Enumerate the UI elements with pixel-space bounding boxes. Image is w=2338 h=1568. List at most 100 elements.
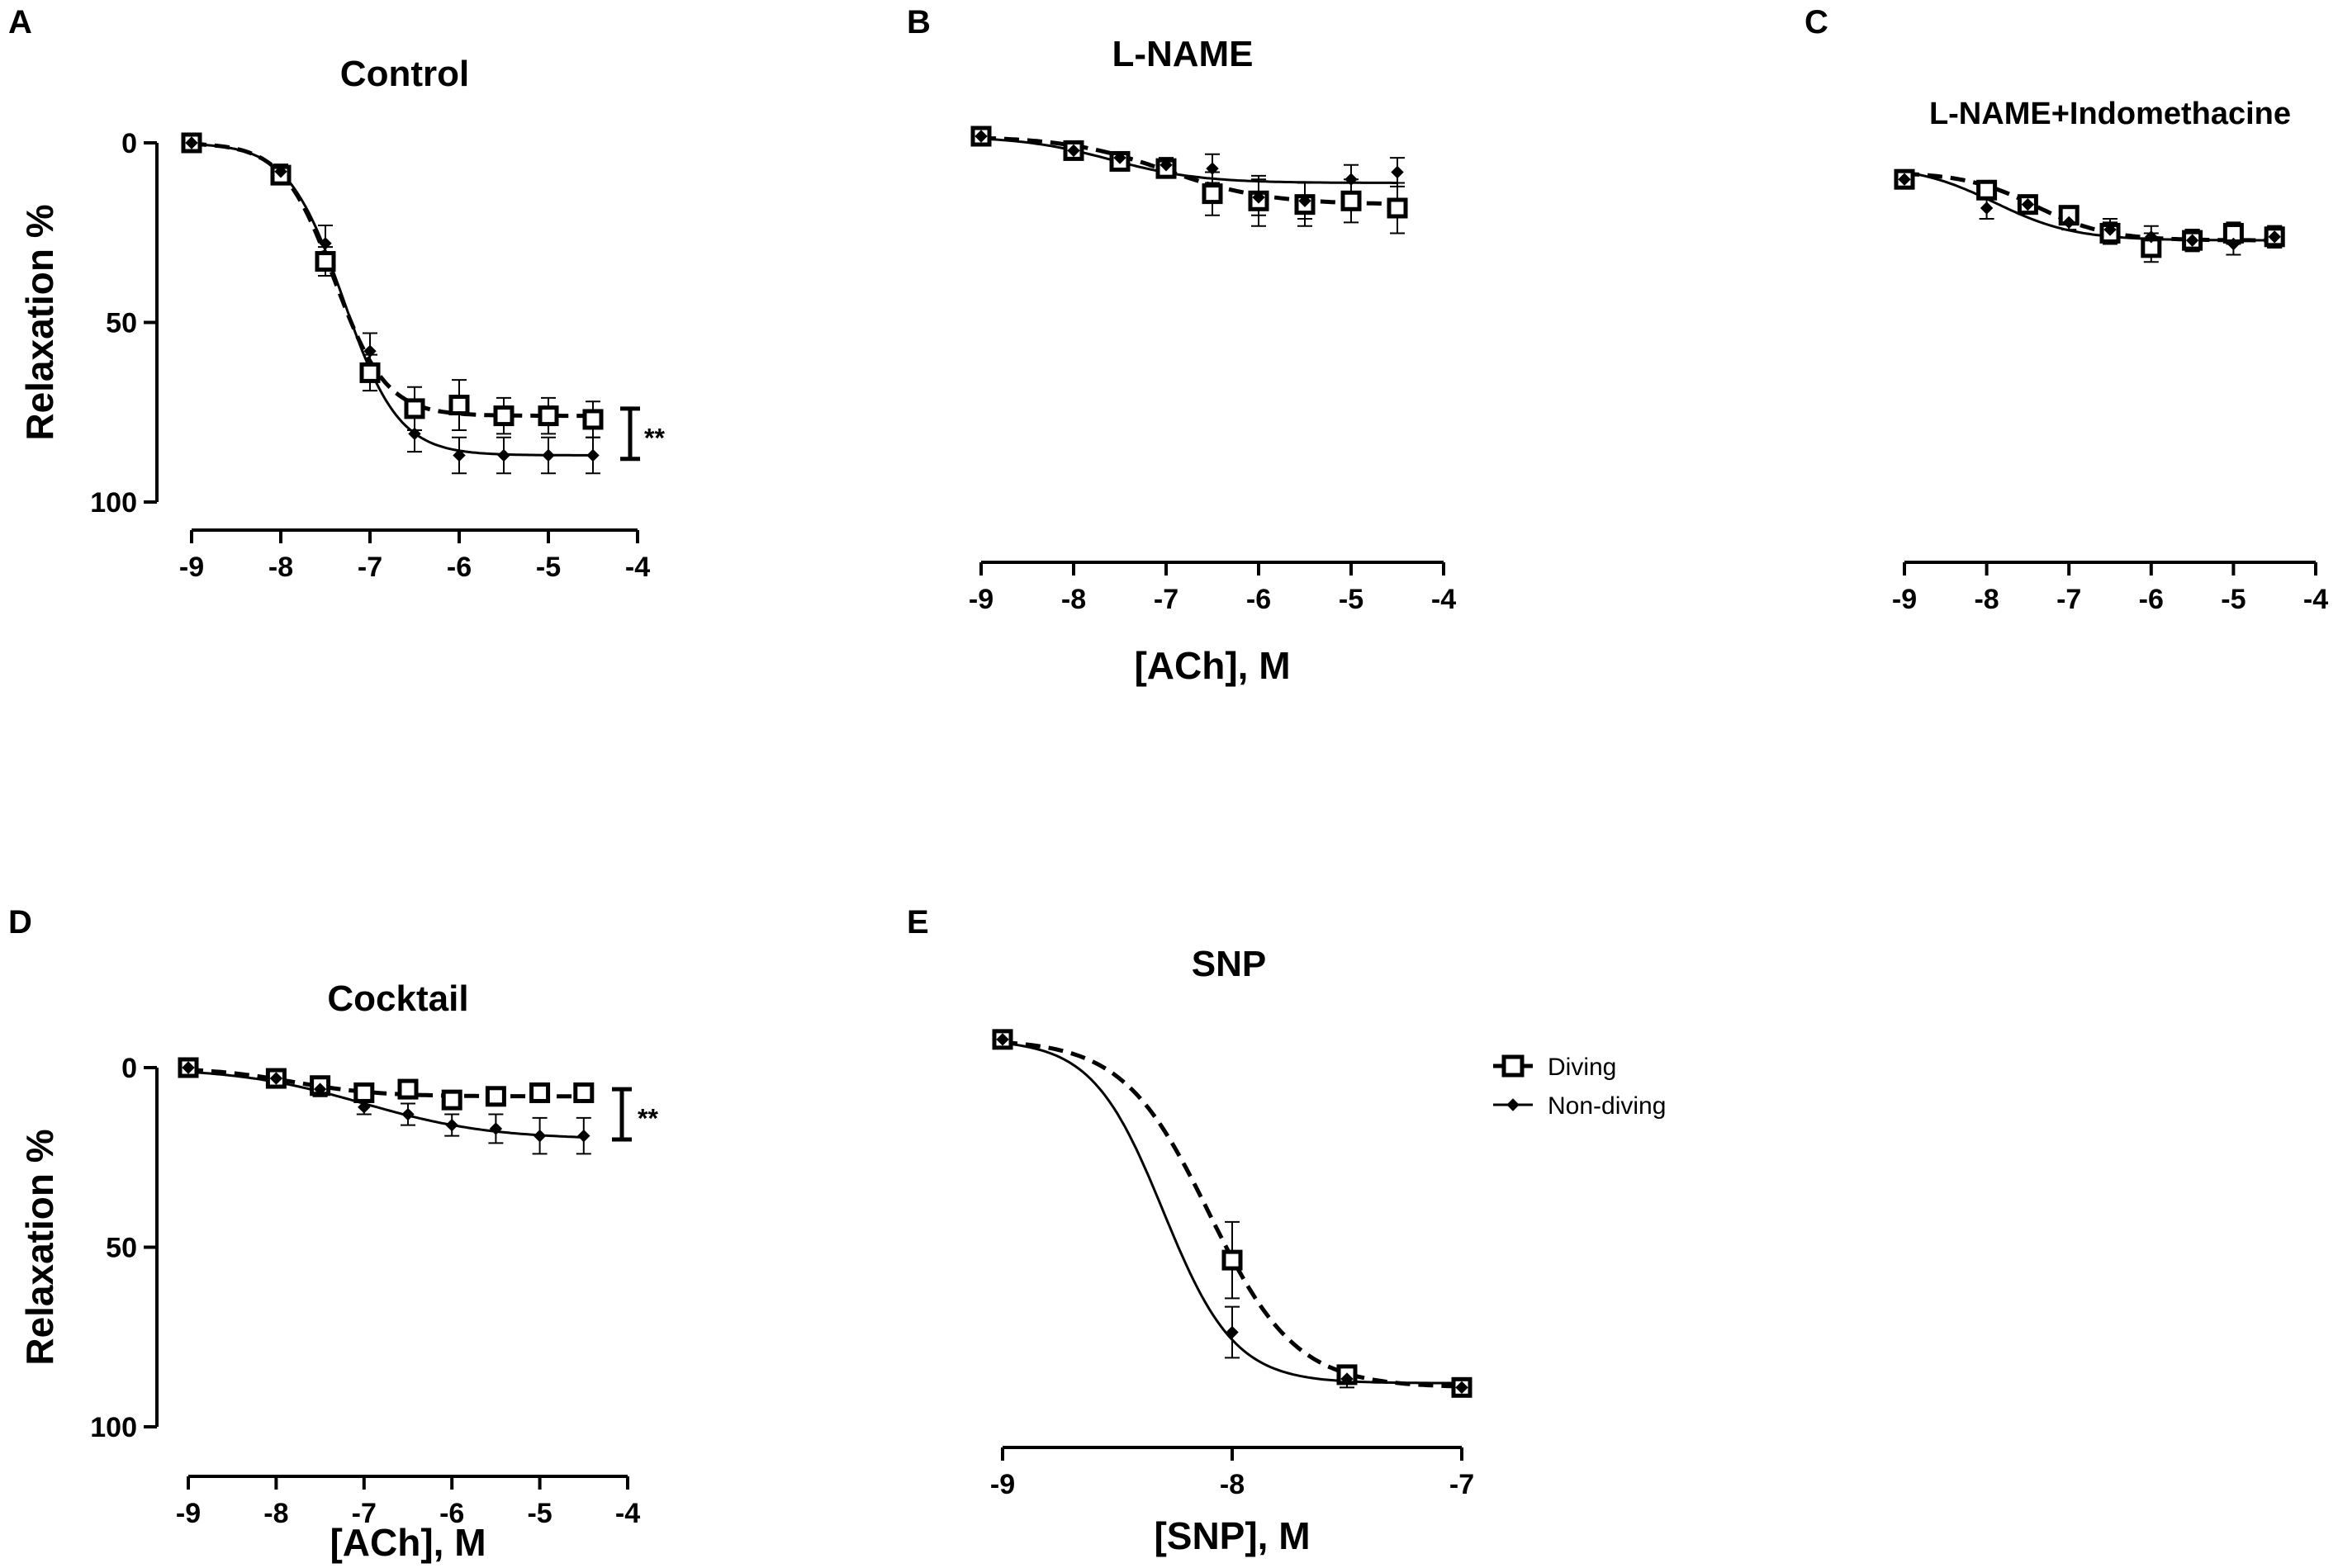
legend-nondiving-label: Non-diving bbox=[1548, 1092, 1666, 1120]
data-point-nondiving-c bbox=[2103, 223, 2117, 236]
data-point-nondiving-a bbox=[586, 448, 600, 462]
x-tick-label-d: -6 bbox=[439, 1498, 464, 1529]
panel-b: B L-NAME -9 -8 -7 -6 -5 -4 [ACh], M bbox=[907, 4, 1456, 687]
y-tick-label-d: 0 bbox=[121, 1053, 137, 1084]
fit-curve-nondiving-a bbox=[191, 143, 593, 457]
x-tick-label-e: -9 bbox=[990, 1469, 1015, 1500]
data-point-nondiving-a bbox=[274, 165, 287, 178]
data-point-diving-d bbox=[573, 1082, 595, 1103]
data-point-nondiving-e bbox=[1340, 1372, 1354, 1386]
y-tick-label-a: 100 bbox=[90, 487, 137, 519]
legend-diving-label: Diving bbox=[1548, 1054, 1616, 1081]
panel-e: E SNP -9 -8 -7 [SNP], M bbox=[907, 904, 1474, 1557]
x-tick-label-a: -9 bbox=[179, 552, 204, 583]
x-tick-label-b: -7 bbox=[1154, 584, 1178, 615]
x-tick-label-e: -8 bbox=[1220, 1469, 1245, 1500]
x-tick-label-c: -7 bbox=[2056, 584, 2081, 615]
data-point-nondiving-a bbox=[408, 427, 421, 441]
data-point-nondiving-b bbox=[1067, 144, 1080, 158]
x-tick-label-c: -9 bbox=[1892, 584, 1917, 615]
data-point-nondiving-b bbox=[1252, 191, 1265, 204]
x-tick-label-d: -8 bbox=[263, 1498, 288, 1529]
x-tick-label-b: -8 bbox=[1061, 584, 1086, 615]
data-point-diving-a bbox=[359, 362, 381, 383]
data-point-diving-b bbox=[1202, 183, 1223, 205]
data-point-nondiving-e bbox=[996, 1033, 1009, 1046]
data-point-nondiving-d bbox=[489, 1122, 503, 1135]
x-tick-label-d: -7 bbox=[352, 1498, 377, 1529]
x-tick-label-b: -4 bbox=[1431, 584, 1456, 615]
data-point-nondiving-b bbox=[975, 130, 988, 143]
legend-nondiving-marker bbox=[1506, 1098, 1520, 1111]
x-tick-label-a: -6 bbox=[447, 552, 472, 583]
data-point-nondiving-d bbox=[269, 1072, 283, 1085]
x-tick-label-e: -7 bbox=[1449, 1469, 1474, 1500]
data-point-diving-e bbox=[1221, 1249, 1243, 1271]
data-point-nondiving-c bbox=[2145, 230, 2158, 244]
x-axis-label-d: [ACh], M bbox=[330, 1521, 486, 1564]
chart-title-e: SNP bbox=[1192, 944, 1266, 984]
x-tick-label-c: -5 bbox=[2221, 584, 2246, 615]
x-axis-label-e: [SNP], M bbox=[1154, 1514, 1310, 1557]
data-point-nondiving-d bbox=[445, 1118, 458, 1132]
data-point-nondiving-b bbox=[1298, 194, 1311, 208]
data-point-diving-b bbox=[1340, 190, 1362, 211]
fit-curve-diving-c bbox=[1904, 172, 2275, 243]
significance-label-a: ** bbox=[644, 423, 665, 452]
data-point-diving-a bbox=[404, 398, 425, 419]
y-tick-label-a: 0 bbox=[121, 128, 137, 159]
panel-letter-d: D bbox=[8, 904, 32, 940]
data-point-nondiving-a bbox=[185, 136, 198, 149]
legend: Diving Non-diving bbox=[1493, 1054, 1666, 1120]
legend-diving-marker bbox=[1501, 1054, 1525, 1078]
data-point-diving-d bbox=[485, 1086, 506, 1107]
significance-bracket-d bbox=[612, 1087, 632, 1142]
x-tick-label-a: -8 bbox=[268, 552, 293, 583]
data-point-diving-d bbox=[529, 1082, 551, 1103]
x-tick-label-b: -9 bbox=[969, 584, 994, 615]
data-point-diving-b bbox=[1387, 197, 1408, 219]
data-point-nondiving-e bbox=[1226, 1325, 1239, 1339]
chart-title-a: Control bbox=[340, 54, 469, 94]
x-tick-label-d: -5 bbox=[527, 1498, 552, 1529]
panel-letter-c: C bbox=[1804, 4, 1828, 40]
data-point-diving-a bbox=[582, 409, 604, 430]
panel-letter-b: B bbox=[907, 4, 931, 40]
panel-d: D Cocktail -9 -8 -7 -6 -5 -4 [ACh], M 0 50 100 Relax… bbox=[8, 904, 658, 1564]
data-point-nondiving-a bbox=[363, 344, 377, 358]
chart-title-c: L-NAME+Indomethacine bbox=[1929, 97, 2291, 131]
panel-c: C L-NAME+Indomethacine -9 -8 -7 -6 -5 -4 bbox=[1804, 4, 2328, 615]
x-tick-label-b: -5 bbox=[1339, 584, 1363, 615]
data-point-nondiving-d bbox=[533, 1129, 547, 1143]
data-point-diving-a bbox=[538, 405, 559, 427]
y-tick-label-a: 50 bbox=[106, 308, 137, 339]
data-point-nondiving-b bbox=[1160, 159, 1173, 172]
significance-bracket-a bbox=[620, 406, 640, 462]
y-tick-label-d: 50 bbox=[106, 1233, 137, 1264]
data-point-nondiving-a bbox=[319, 237, 332, 250]
data-point-nondiving-b bbox=[1113, 151, 1126, 164]
data-point-nondiving-d bbox=[182, 1061, 195, 1074]
fit-curve-nondiving-c bbox=[1904, 170, 2275, 242]
data-point-nondiving-c bbox=[2021, 197, 2035, 211]
x-tick-label-b: -6 bbox=[1246, 584, 1271, 615]
fit-curve-diving-a bbox=[191, 141, 593, 419]
data-point-nondiving-b bbox=[1344, 173, 1358, 186]
data-point-nondiving-b bbox=[1206, 162, 1219, 175]
data-point-nondiving-d bbox=[313, 1082, 327, 1096]
data-point-diving-c bbox=[1976, 179, 1998, 201]
data-point-diving-a bbox=[448, 395, 470, 416]
data-point-nondiving-c bbox=[2227, 237, 2241, 251]
data-point-nondiving-d bbox=[577, 1129, 590, 1143]
data-point-nondiving-a bbox=[542, 448, 555, 462]
y-axis-label-a: Relaxation % bbox=[18, 204, 61, 440]
fit-curve-nondiving-b bbox=[980, 137, 1397, 184]
x-axis-label-b: [ACh], M bbox=[1134, 644, 1290, 687]
data-point-diving-a bbox=[493, 405, 515, 427]
panel-a: A Control -9 -8 -7 -6 -5 -4 0 50 100 Relaxation % ** bbox=[8, 4, 665, 583]
significance-label-d: ** bbox=[638, 1104, 658, 1134]
data-point-nondiving-c bbox=[2185, 234, 2199, 247]
data-point-nondiving-c bbox=[1898, 173, 1911, 186]
data-point-diving-a bbox=[315, 251, 336, 272]
x-tick-label-c: -6 bbox=[2139, 584, 2164, 615]
